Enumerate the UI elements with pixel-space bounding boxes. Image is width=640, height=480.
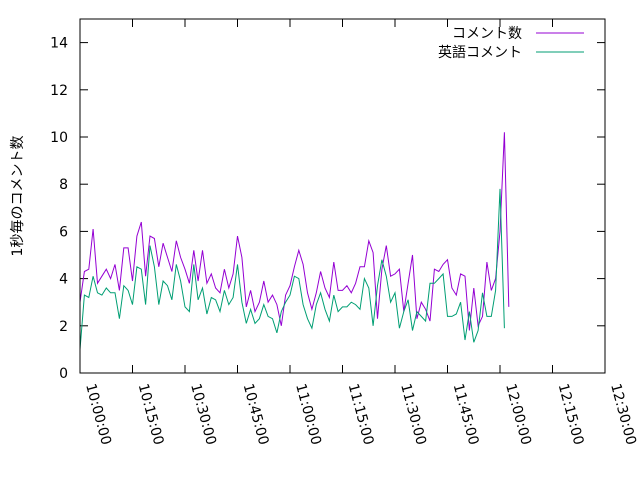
x-tick-label: 11:45:00 [450,382,482,447]
x-tick-label: 12:00:00 [502,382,534,447]
legend-label: 英語コメント [438,44,522,61]
x-tick-label: 10:15:00 [135,382,167,447]
series-line-1 [79,132,510,331]
x-tick-label: 10:45:00 [240,382,272,447]
series-line-2 [79,188,505,350]
plot-frame [79,18,606,374]
y-tick-label: 8 [59,177,68,193]
y-tick-label: 6 [59,224,68,240]
y-tick-label: 0 [59,366,68,382]
x-axis-ticks: 10:00:00 10:15:00 10:30:00 10:45:00 11:00:00… [79,19,639,447]
x-tick-label: 12:30:00 [607,382,639,447]
y-tick-label: 14 [50,36,68,52]
x-tick-label: 11:30:00 [397,382,429,447]
y-tick-label: 2 [59,319,68,335]
y-tick-label: 12 [50,83,68,99]
x-tick-label: 12:15:00 [555,382,587,447]
x-tick-label: 11:00:00 [292,382,324,447]
y-tick-label: 4 [59,272,68,288]
x-tick-label: 11:15:00 [345,382,377,447]
legend-label: コメント数 [452,26,522,42]
x-tick-label: 10:30:00 [187,382,219,447]
y-axis-label: 1秒毎のコメント数 [10,136,26,257]
y-axis-ticks: 0 2 4 6 8 10 12 14 [50,36,605,382]
x-tick-label: 10:00:00 [82,382,114,447]
series-layer [79,132,510,350]
y-tick-label: 10 [50,130,68,146]
